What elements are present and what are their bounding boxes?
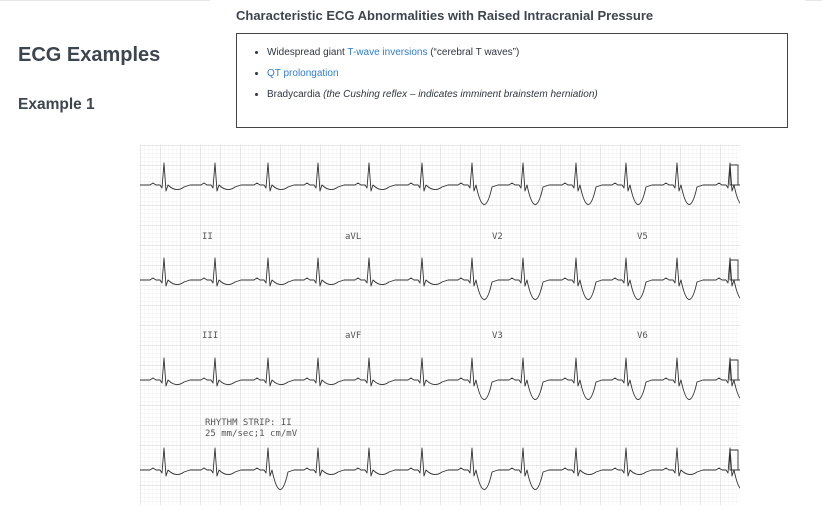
top-divider-left (0, 0, 210, 1)
lead-label: V6 (637, 331, 648, 341)
lead-label: III (202, 331, 218, 341)
list-text: (“cerebral T waves”) (427, 47, 520, 58)
section-title: Example 1 (18, 96, 95, 113)
callout-title: Characteristic ECG Abnormalities with Ra… (236, 8, 654, 23)
list-item: Bradycardia (the Cushing reflex – indica… (267, 84, 787, 105)
rhythm-strip-label: RHYTHM STRIP: II (205, 418, 292, 428)
lead-label: V5 (637, 232, 648, 242)
list-text-italic: (the Cushing reflex – indicates imminent… (323, 89, 598, 100)
lead-label: aVL (345, 232, 361, 242)
list-item: QT prolongation (267, 63, 787, 84)
calibration-label: 25 mm/sec;1 cm/mV (205, 429, 298, 439)
callout-box: Widespread giant T-wave inversions (“cer… (236, 33, 788, 128)
page-title: ECG Examples (18, 44, 161, 66)
list-text: Bradycardia (267, 89, 324, 100)
qt-prolongation-link[interactable]: QT prolongation (267, 68, 339, 79)
top-divider-right (805, 0, 822, 1)
ecg-trace (140, 162, 740, 205)
ecg-trace (140, 357, 740, 400)
t-wave-inversions-link[interactable]: T-wave inversions (347, 47, 428, 58)
lead-label: V2 (492, 232, 503, 242)
ecg-trace (140, 447, 740, 490)
list-text: Widespread giant (267, 47, 348, 58)
lead-label: II (202, 232, 213, 242)
lead-label: aVF (345, 331, 361, 341)
abnormalities-list: Widespread giant T-wave inversions (“cer… (237, 34, 787, 105)
ecg-image: II aVL V2 V5 III aVF V3 V6 RHYTHM STRIP:… (140, 145, 740, 505)
ecg-grid (140, 145, 740, 505)
list-item: Widespread giant T-wave inversions (“cer… (267, 42, 787, 63)
ecg-trace (140, 257, 740, 300)
lead-label: V3 (492, 331, 503, 341)
